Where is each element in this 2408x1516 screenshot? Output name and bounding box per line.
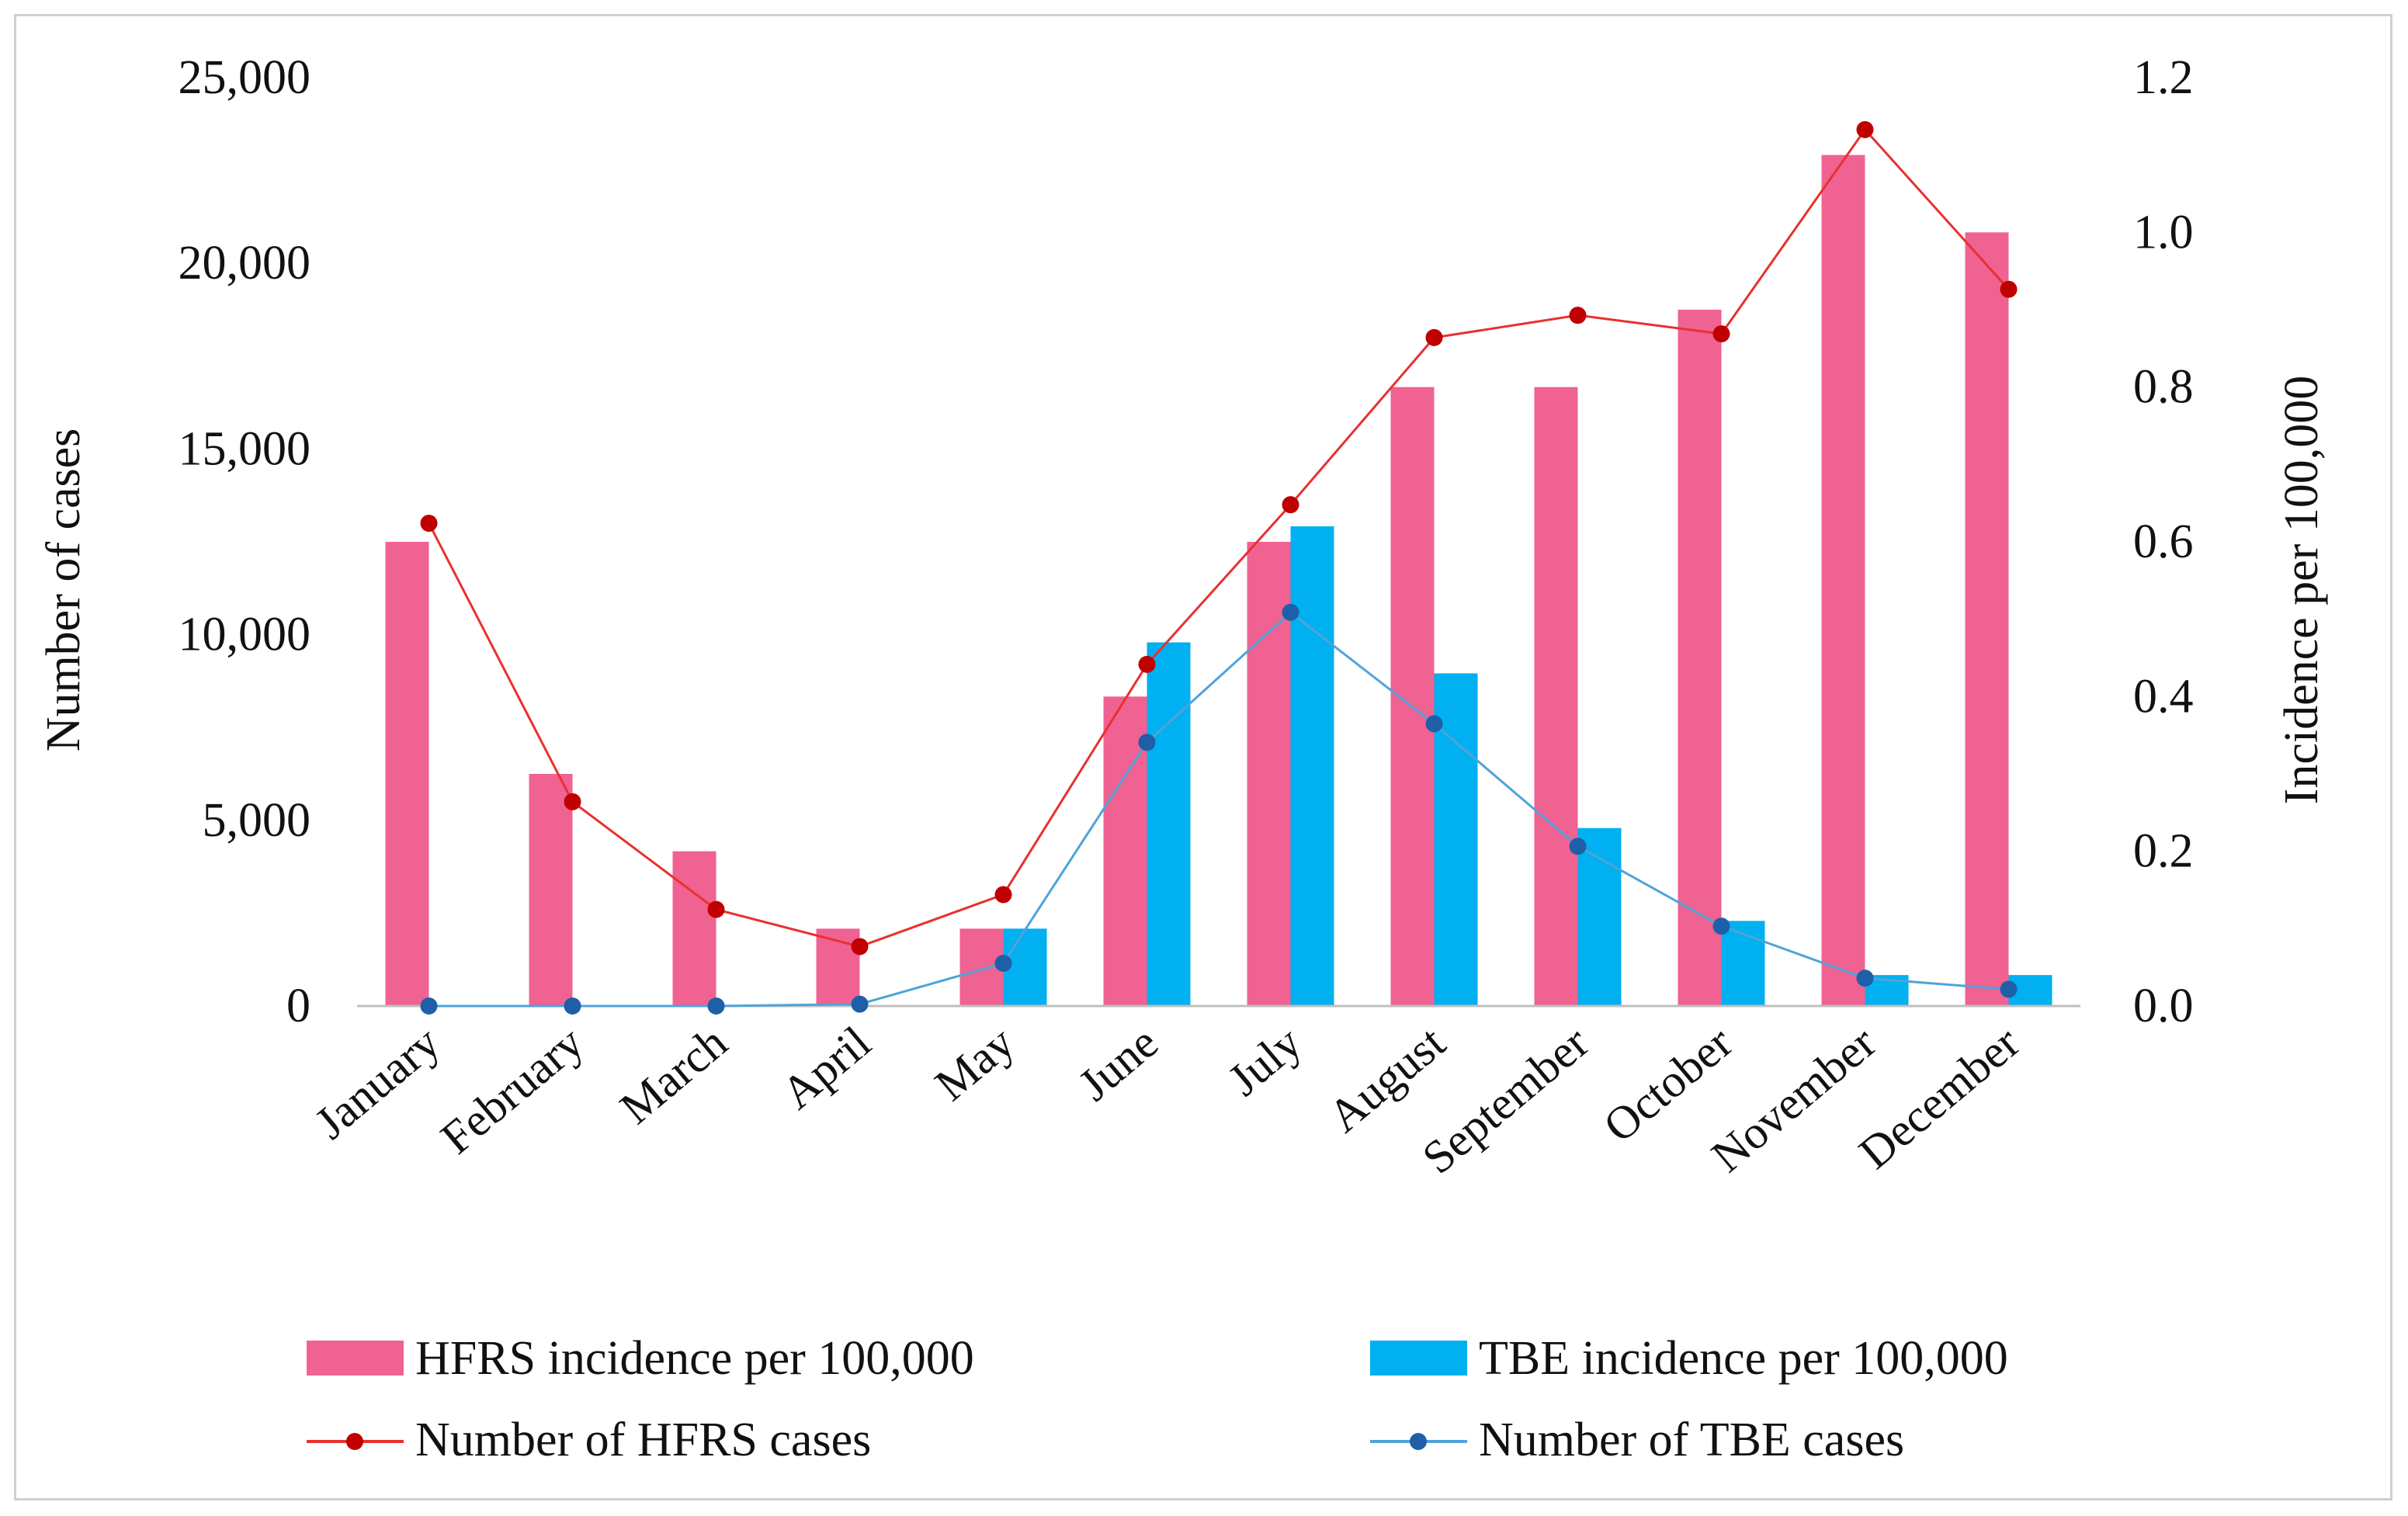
left-axis-title: Number of cases (37, 428, 90, 752)
line-number-of-tbe-cases (429, 610, 2009, 1008)
legend-marker-tbe-cases (1410, 1433, 1427, 1450)
bar-hfrs-incidence-per-100-000-december (1965, 232, 2009, 1006)
point-number-of-hfrs-cases-april (851, 938, 869, 956)
point-number-of-hfrs-cases-march (707, 900, 725, 918)
bar-hfrs-incidence-per-100-000-june (1103, 696, 1147, 1006)
left-tick-label: 25,000 (179, 51, 311, 104)
x-tick-label-july: July (1219, 1016, 1311, 1105)
x-tick-label-august: August (1319, 1016, 1455, 1142)
x-tick-label-april: April (772, 1016, 880, 1119)
point-number-of-tbe-cases-april (851, 995, 869, 1013)
point-number-of-hfrs-cases-october (1712, 325, 1730, 343)
bar-tbe-incidence-per-100-000-june (1147, 642, 1191, 1006)
point-number-of-tbe-cases-february (564, 997, 581, 1015)
point-number-of-tbe-cases-march (707, 997, 725, 1015)
legend-marker-hfrs-cases (346, 1433, 363, 1450)
point-number-of-hfrs-cases-june (1138, 655, 1156, 673)
right-tick-label: 0.4 (2133, 670, 2194, 723)
x-tick-label-december: December (1850, 1016, 2029, 1178)
legend-label-hfrs-incidence: HFRS incidence per 100,000 (415, 1332, 974, 1385)
legend-label-tbe-cases: Number of TBE cases (1479, 1414, 1904, 1466)
x-tick-label-june: June (1069, 1016, 1168, 1110)
left-tick-label: 0 (286, 980, 311, 1032)
bar-tbe-incidence-per-100-000-july (1290, 526, 1334, 1006)
point-number-of-tbe-cases-august (1425, 715, 1443, 733)
point-number-of-tbe-cases-october (1712, 918, 1730, 935)
x-tick-label-january: January (305, 1016, 449, 1148)
point-number-of-hfrs-cases-december (2000, 280, 2018, 298)
point-number-of-tbe-cases-june (1138, 734, 1156, 751)
point-number-of-tbe-cases-may (994, 954, 1012, 972)
left-tick-label: 20,000 (179, 237, 311, 290)
bar-hfrs-incidence-per-100-000-february (529, 774, 573, 1006)
line-number-of-hfrs-cases (428, 127, 2010, 949)
right-tick-label: 0.6 (2133, 515, 2194, 568)
right-tick-label: 1.2 (2133, 51, 2194, 104)
legend-swatch-hfrs-incidence (307, 1341, 404, 1376)
legend-swatch-tbe-incidence (1370, 1341, 1467, 1376)
right-tick-label: 0.8 (2133, 361, 2194, 414)
legend-label-hfrs-cases: Number of HFRS cases (415, 1414, 871, 1466)
point-number-of-hfrs-cases-august (1425, 328, 1443, 346)
point-number-of-tbe-cases-september (1569, 838, 1587, 855)
bar-hfrs-incidence-per-100-000-march (672, 851, 717, 1006)
bar-tbe-incidence-per-100-000-september (1577, 827, 1622, 1006)
bar-hfrs-incidence-per-100-000-november (1821, 154, 1865, 1007)
point-number-of-tbe-cases-july (1282, 603, 1299, 621)
right-tick-label: 1.0 (2133, 206, 2194, 258)
point-number-of-tbe-cases-november (1856, 970, 1874, 987)
legend-label-tbe-incidence: TBE incidence per 100,000 (1479, 1332, 2008, 1385)
point-number-of-hfrs-cases-july (1282, 496, 1299, 514)
left-tick-label: 10,000 (179, 609, 311, 661)
left-tick-label: 15,000 (179, 422, 311, 475)
point-number-of-hfrs-cases-january (420, 515, 438, 533)
left-tick-label: 5,000 (203, 794, 311, 847)
bar-hfrs-incidence-per-100-000-september (1534, 387, 1578, 1007)
legend: HFRS incidence per 100,000 TBE incidence… (307, 1332, 2008, 1466)
point-number-of-hfrs-cases-may (994, 886, 1012, 904)
point-number-of-tbe-cases-december (2000, 980, 2018, 998)
point-number-of-hfrs-cases-september (1569, 307, 1587, 324)
point-number-of-tbe-cases-january (420, 997, 438, 1015)
right-axis-title: Incidence per 100,000 (2275, 376, 2328, 805)
right-tick-label: 0.0 (2133, 980, 2194, 1032)
bar-hfrs-incidence-per-100-000-january (385, 542, 429, 1006)
x-tick-label-march: March (610, 1016, 736, 1133)
x-tick-label-february: February (432, 1016, 593, 1164)
x-tick-label-may: May (925, 1016, 1024, 1110)
point-number-of-hfrs-cases-november (1856, 120, 1874, 138)
bar-hfrs-incidence-per-100-000-october (1678, 310, 1722, 1006)
point-number-of-hfrs-cases-february (564, 793, 581, 810)
right-tick-label: 0.2 (2133, 825, 2194, 878)
